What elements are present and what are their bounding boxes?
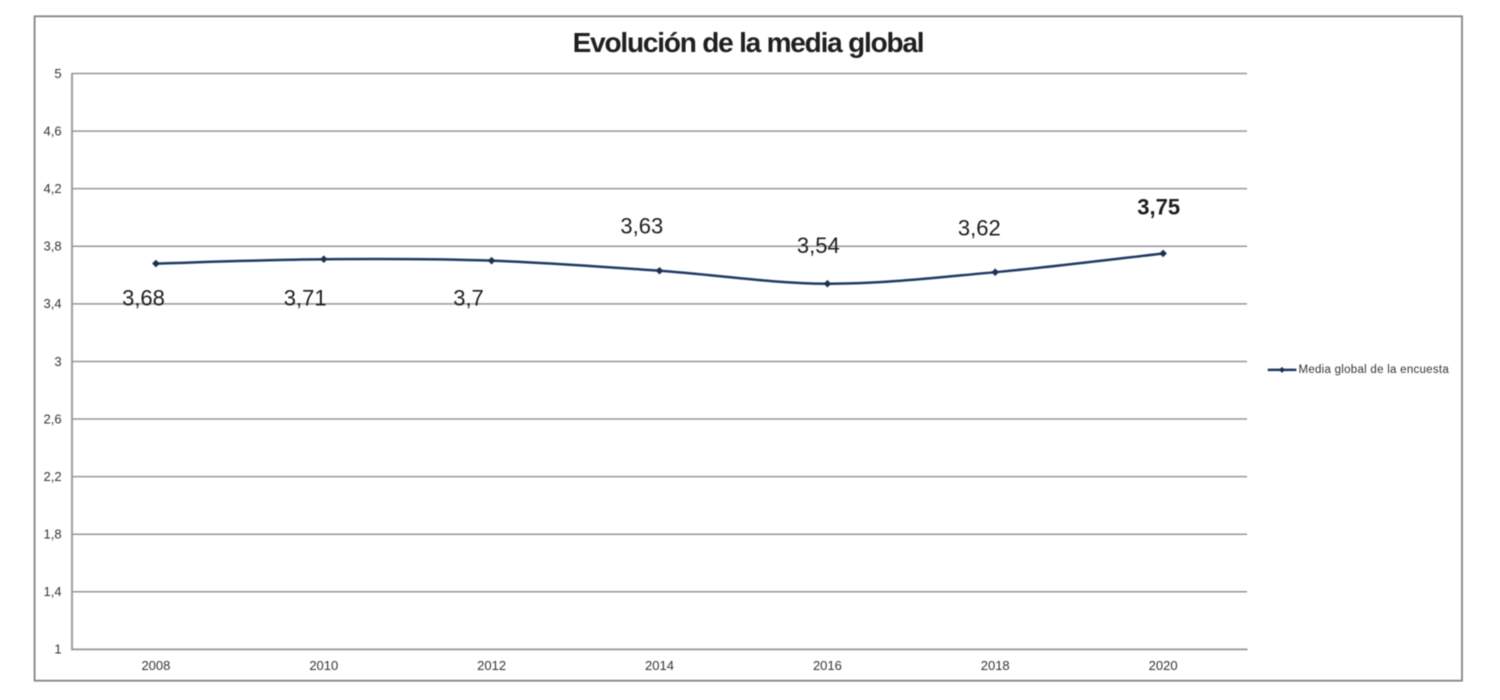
svg-text:3,75: 3,75 — [1137, 194, 1180, 219]
svg-text:3,68: 3,68 — [122, 285, 165, 310]
svg-text:1,4: 1,4 — [44, 584, 62, 599]
svg-text:3,8: 3,8 — [44, 239, 62, 254]
svg-text:2,6: 2,6 — [44, 411, 62, 426]
svg-text:2014: 2014 — [645, 658, 674, 673]
svg-text:2018: 2018 — [981, 658, 1010, 673]
svg-text:5: 5 — [54, 66, 61, 81]
svg-text:1: 1 — [54, 642, 61, 657]
svg-text:3: 3 — [54, 354, 61, 369]
svg-text:2016: 2016 — [813, 658, 842, 673]
svg-text:Media global de la encuesta: Media global de la encuesta — [1299, 364, 1450, 376]
svg-text:3,7: 3,7 — [453, 286, 484, 311]
svg-text:2012: 2012 — [477, 658, 506, 673]
svg-text:1,8: 1,8 — [44, 527, 62, 542]
svg-text:3,71: 3,71 — [284, 285, 327, 310]
svg-text:2008: 2008 — [141, 658, 170, 673]
svg-text:4,2: 4,2 — [44, 181, 62, 196]
svg-text:3,54: 3,54 — [797, 233, 840, 258]
svg-text:4,6: 4,6 — [44, 123, 62, 138]
svg-text:2010: 2010 — [309, 658, 338, 673]
svg-text:Evolución de la media global: Evolución de la media global — [573, 27, 924, 58]
svg-text:3,4: 3,4 — [44, 296, 62, 311]
svg-text:3,63: 3,63 — [620, 214, 663, 239]
svg-text:2020: 2020 — [1149, 658, 1178, 673]
svg-text:3,62: 3,62 — [958, 215, 1001, 240]
svg-text:2,2: 2,2 — [44, 469, 62, 484]
